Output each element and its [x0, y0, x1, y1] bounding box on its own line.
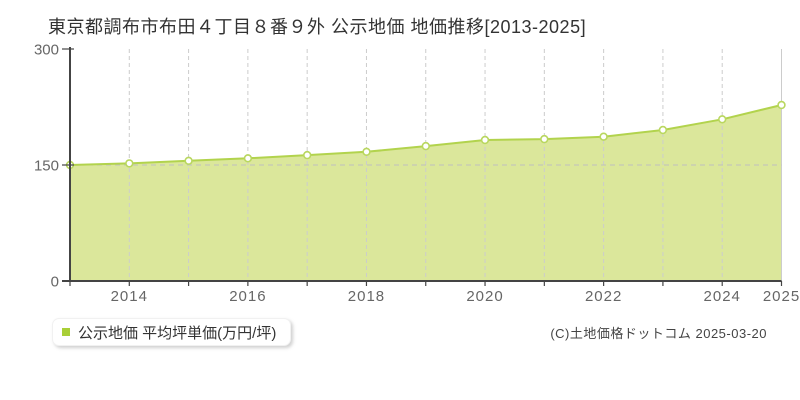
data-point-2023[interactable] — [658, 125, 668, 135]
legend-series-label: 公示地価 平均坪単価(万円/坪) — [78, 324, 277, 342]
x-tick-label-2025: 2025 — [763, 288, 800, 305]
y-tick-label-150: 150 — [34, 158, 59, 175]
copyright-text: (C)土地価格ドットコム 2025-03-20 — [550, 326, 767, 341]
data-point-2016[interactable] — [243, 154, 253, 163]
legend: 公示地価 平均坪単価(万円/坪) — [52, 318, 292, 346]
x-tick-label-2022: 2022 — [585, 288, 622, 305]
x-tick-label-2016: 2016 — [229, 288, 266, 305]
x-tick-label-2024: 2024 — [704, 288, 741, 305]
y-tick-label-0: 0 — [51, 274, 59, 291]
data-point-2020[interactable] — [480, 135, 490, 145]
legend-series-marker-icon — [62, 328, 70, 336]
data-point-2015[interactable] — [184, 156, 193, 166]
data-point-2018[interactable] — [362, 147, 371, 157]
y-tick-label-300: 300 — [34, 42, 59, 59]
data-point-2021[interactable] — [540, 134, 549, 144]
data-point-2024[interactable] — [717, 115, 727, 124]
chart-title: 東京都調布市布田４丁目８番９外 公示地価 地価推移[2013-2025] — [48, 17, 587, 37]
data-point-2017[interactable] — [303, 150, 312, 160]
data-point-2019[interactable] — [421, 141, 430, 151]
data-point-2014[interactable] — [125, 159, 134, 168]
x-tick-label-2018: 2018 — [348, 288, 385, 305]
data-point-2022[interactable] — [599, 132, 608, 141]
x-tick-label-2020: 2020 — [466, 288, 503, 305]
x-tick-label-2014: 2014 — [111, 288, 148, 305]
data-point-2025[interactable] — [777, 100, 786, 110]
